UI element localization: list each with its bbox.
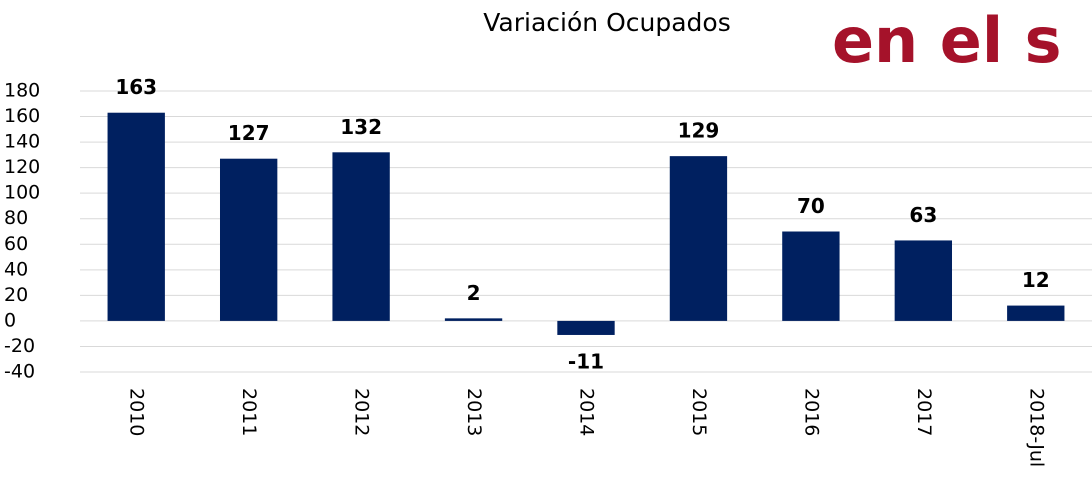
y-tick-label: 0 bbox=[4, 309, 16, 331]
y-tick-label: -20 bbox=[4, 335, 35, 357]
x-tick-label: 2016 bbox=[800, 388, 822, 436]
y-tick-label: 40 bbox=[4, 258, 28, 280]
value-label: 163 bbox=[115, 75, 157, 99]
bar bbox=[444, 318, 503, 321]
y-tick-label: 80 bbox=[4, 207, 28, 229]
value-label: 129 bbox=[678, 119, 720, 143]
bar bbox=[782, 231, 840, 321]
y-tick-label: 100 bbox=[4, 182, 40, 204]
x-tick-label: 2018-Jul bbox=[1025, 388, 1047, 467]
bar bbox=[332, 152, 390, 321]
chart-title: Variación Ocupados bbox=[483, 8, 730, 37]
value-label: 63 bbox=[909, 203, 937, 227]
x-tick-label: 2010 bbox=[126, 388, 148, 436]
bar bbox=[219, 158, 278, 321]
x-tick-label: 2015 bbox=[688, 388, 710, 436]
y-tick-label: 140 bbox=[4, 131, 40, 153]
value-label: -11 bbox=[568, 349, 604, 373]
y-tick-label: 180 bbox=[4, 80, 40, 102]
bar bbox=[894, 240, 953, 321]
value-label: 127 bbox=[228, 121, 270, 145]
bar bbox=[669, 156, 728, 321]
y-tick-label: -40 bbox=[4, 361, 35, 383]
value-label: 70 bbox=[797, 194, 825, 218]
bar bbox=[557, 320, 615, 335]
y-tick-label: 160 bbox=[4, 105, 40, 127]
x-tick-label: 2012 bbox=[351, 388, 373, 436]
bar bbox=[1007, 305, 1065, 321]
y-tick-label: 20 bbox=[4, 284, 28, 306]
value-label: 12 bbox=[1022, 268, 1050, 292]
x-tick-label: 2017 bbox=[913, 388, 935, 436]
value-label: 2 bbox=[467, 281, 481, 305]
bar bbox=[107, 112, 165, 321]
x-tick-label: 2014 bbox=[576, 388, 598, 436]
y-tick-label: 60 bbox=[4, 233, 28, 255]
x-tick-label: 2011 bbox=[238, 388, 260, 436]
logo: en el s bbox=[832, 4, 1062, 77]
y-tick-label: 120 bbox=[4, 156, 40, 178]
value-label: 132 bbox=[340, 115, 382, 139]
x-tick-label: 2013 bbox=[463, 388, 485, 436]
